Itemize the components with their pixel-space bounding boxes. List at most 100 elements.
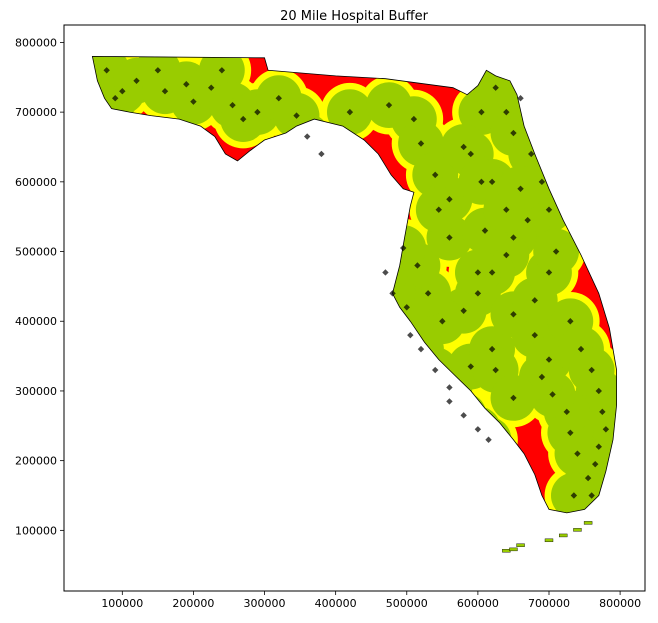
hospital-marker	[570, 492, 578, 499]
hospital-marker	[567, 318, 574, 325]
hospital-marker	[524, 216, 531, 224]
hospital-marker	[474, 290, 482, 297]
hospital-marker	[119, 88, 126, 95]
hospital-marker	[485, 436, 492, 443]
y-tick-label: 200000	[15, 455, 57, 468]
hospital-marker	[382, 269, 389, 276]
hospital-marker	[549, 391, 556, 398]
y-axis: 100000 200000 300000 400000 500000 600000 7000…	[15, 36, 64, 537]
hospital-marker	[385, 101, 393, 109]
hospital-marker	[595, 443, 602, 450]
x-tick-label: 400000	[315, 597, 357, 610]
hospital-marker	[503, 251, 510, 259]
hospital-marker	[133, 77, 140, 84]
hospital-marker	[275, 94, 282, 102]
hospital-marker	[208, 84, 215, 91]
key-island	[544, 538, 554, 543]
y-tick-label: 600000	[15, 176, 57, 189]
hospital-marker	[492, 366, 499, 374]
hospital-marker	[592, 460, 599, 468]
x-tick-label: 200000	[172, 597, 214, 610]
hospital-marker	[552, 248, 560, 255]
hospital-marker	[439, 318, 446, 325]
hospital-marker	[346, 108, 354, 116]
y-tick-label: 100000	[15, 524, 57, 537]
hospital-marker	[446, 234, 453, 241]
x-tick-label: 800000	[599, 597, 641, 610]
hospital-marker	[318, 150, 325, 158]
hospital-marker	[588, 366, 595, 374]
hospital-marker	[588, 492, 595, 499]
y-tick-label: 300000	[15, 385, 57, 398]
hospital-marker	[474, 269, 482, 276]
hospital-marker	[190, 98, 197, 105]
hospital-marker	[304, 133, 311, 140]
hospital-marker	[410, 115, 418, 123]
hospital-marker	[218, 67, 226, 74]
chart-title: 20 Mile Hospital Buffer	[280, 9, 429, 24]
hospital-marker	[400, 244, 407, 252]
hospital-marker	[467, 363, 474, 370]
hospital-marker	[254, 108, 261, 116]
hospital-marker	[510, 234, 517, 241]
hospital-marker	[424, 290, 432, 297]
hospital-marker	[183, 81, 190, 88]
hospital-marker	[510, 311, 517, 318]
hospital-marker	[602, 426, 610, 433]
hospital-marker	[407, 331, 414, 339]
hospital-marker	[403, 304, 410, 311]
hospital-marker	[467, 150, 474, 158]
hospital-marker	[432, 366, 439, 374]
map-layers	[91, 55, 617, 553]
key-island	[573, 528, 582, 532]
state-outline	[91, 55, 617, 514]
key-island	[509, 547, 518, 552]
x-tick-label: 100000	[101, 597, 143, 610]
hospital-marker	[595, 387, 602, 395]
hospital-marker	[161, 88, 169, 95]
hospital-marker	[488, 178, 496, 186]
hospital-marker	[510, 129, 517, 137]
hospital-marker	[584, 474, 592, 482]
hospital-marker	[503, 206, 510, 213]
hospital-marker	[531, 331, 538, 339]
hospital-marker	[531, 297, 538, 304]
x-axis: 100000 200000 300000 400000 500000 600000 7000…	[101, 591, 641, 610]
x-tick-label: 500000	[386, 597, 428, 610]
hospital-marker	[293, 112, 300, 119]
hospital-marker	[567, 429, 574, 436]
hospital-marker	[528, 150, 535, 158]
hospital-marker	[488, 345, 496, 353]
hospital-marker	[599, 408, 606, 416]
y-tick-label: 400000	[15, 315, 57, 328]
hospital-marker	[478, 178, 485, 186]
hospital-marker	[474, 426, 482, 433]
key-island	[516, 543, 525, 547]
hospital-marker	[112, 94, 119, 102]
key-island	[583, 521, 593, 525]
hospital-marker	[492, 84, 499, 91]
hospital-marker	[446, 384, 453, 391]
hospital-marker	[460, 307, 467, 314]
x-tick-label: 600000	[457, 597, 499, 610]
hospital-marker	[154, 67, 162, 74]
hospital-marker	[538, 373, 546, 381]
hospital-marker	[446, 398, 453, 405]
hospital-marker	[545, 269, 553, 276]
hospital-marker	[517, 185, 524, 193]
hospital-markers	[103, 67, 610, 499]
x-tick-label: 700000	[528, 597, 570, 610]
hospital-marker	[503, 108, 510, 116]
hospital-marker	[577, 345, 585, 353]
hospital-marker	[538, 178, 546, 186]
hospital-marker	[488, 269, 496, 276]
x-tick-label: 300000	[244, 597, 286, 610]
hospital-marker	[446, 196, 453, 203]
hospital-marker	[481, 227, 489, 234]
hospital-marker	[432, 171, 439, 179]
hospital-marker	[517, 94, 524, 102]
hospital-marker	[417, 345, 425, 353]
hospital-marker	[389, 290, 396, 297]
hospital-marker	[510, 394, 517, 402]
